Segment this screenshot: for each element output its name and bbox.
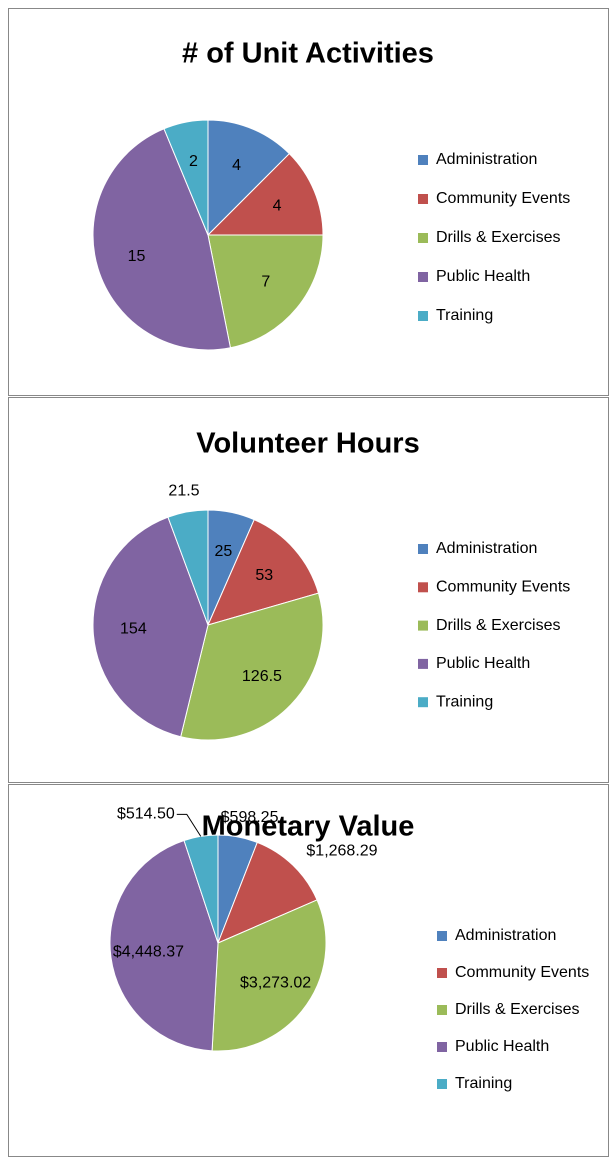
legend-swatch bbox=[418, 544, 428, 554]
chart-title: Volunteer Hours bbox=[196, 428, 419, 460]
data-label: 4 bbox=[273, 198, 282, 215]
legend-swatch bbox=[418, 194, 428, 204]
legend-label: Training bbox=[436, 693, 493, 710]
legend-swatch bbox=[418, 311, 428, 321]
data-label: 25 bbox=[214, 543, 232, 560]
data-label: 15 bbox=[128, 248, 146, 265]
legend-label: Community Events bbox=[436, 579, 570, 596]
pie-slice bbox=[206, 152, 324, 236]
legend-swatch bbox=[418, 233, 428, 243]
legend-label: Administration bbox=[436, 151, 537, 168]
data-label: $3,273.02 bbox=[240, 974, 311, 991]
legend-label: Drills & Exercises bbox=[455, 1001, 579, 1018]
pie-slice bbox=[207, 234, 324, 349]
legend-swatch bbox=[437, 1005, 447, 1015]
pie-slice bbox=[207, 519, 320, 626]
legend-label: Administration bbox=[455, 927, 556, 944]
legend-label: Public Health bbox=[436, 655, 530, 672]
pie-slice bbox=[211, 899, 327, 1052]
legend-swatch bbox=[418, 620, 428, 631]
legend-label: Drills & Exercises bbox=[436, 617, 560, 634]
pie-slice bbox=[92, 128, 232, 351]
legend-swatch bbox=[418, 155, 428, 165]
data-label: $598.25 bbox=[221, 809, 279, 826]
data-label: 4 bbox=[232, 157, 241, 174]
data-label: 53 bbox=[255, 567, 273, 584]
legend-label: Drills & Exercises bbox=[436, 229, 560, 246]
data-label: $4,448.37 bbox=[113, 943, 184, 960]
legend-label: Community Events bbox=[455, 964, 589, 981]
data-label: 7 bbox=[261, 274, 270, 291]
chart-title: # of Unit Activities bbox=[182, 38, 434, 70]
data-label: $1,268.29 bbox=[306, 842, 377, 859]
legend-swatch bbox=[418, 697, 428, 708]
pie-slice bbox=[163, 119, 209, 236]
legend-swatch bbox=[437, 931, 447, 941]
legend-label: Public Health bbox=[455, 1038, 549, 1055]
legend-label: Community Events bbox=[436, 190, 570, 207]
legend-swatch bbox=[437, 968, 447, 978]
legend-label: Training bbox=[455, 1075, 512, 1092]
pie-slice bbox=[217, 841, 318, 944]
legend-swatch bbox=[418, 272, 428, 282]
legend-swatch bbox=[418, 658, 428, 669]
pie-slice bbox=[109, 839, 219, 1052]
leader-line bbox=[176, 813, 202, 837]
data-label: $514.50 bbox=[117, 806, 175, 823]
data-label: 2 bbox=[189, 153, 198, 170]
data-label: 21.5 bbox=[168, 483, 199, 500]
pie-slice bbox=[180, 592, 324, 741]
legend-label: Public Health bbox=[436, 268, 530, 285]
pie-slice bbox=[207, 119, 291, 237]
data-label: 126.5 bbox=[242, 668, 282, 685]
legend-swatch bbox=[437, 1079, 447, 1089]
data-label: 154 bbox=[120, 621, 147, 638]
legend-label: Administration bbox=[436, 540, 537, 557]
pie-slice bbox=[92, 516, 209, 738]
legend-label: Training bbox=[436, 307, 493, 324]
pie-slice bbox=[183, 834, 219, 944]
legend-swatch bbox=[418, 582, 428, 593]
pie-slice bbox=[167, 509, 209, 626]
legend-swatch bbox=[437, 1042, 447, 1052]
